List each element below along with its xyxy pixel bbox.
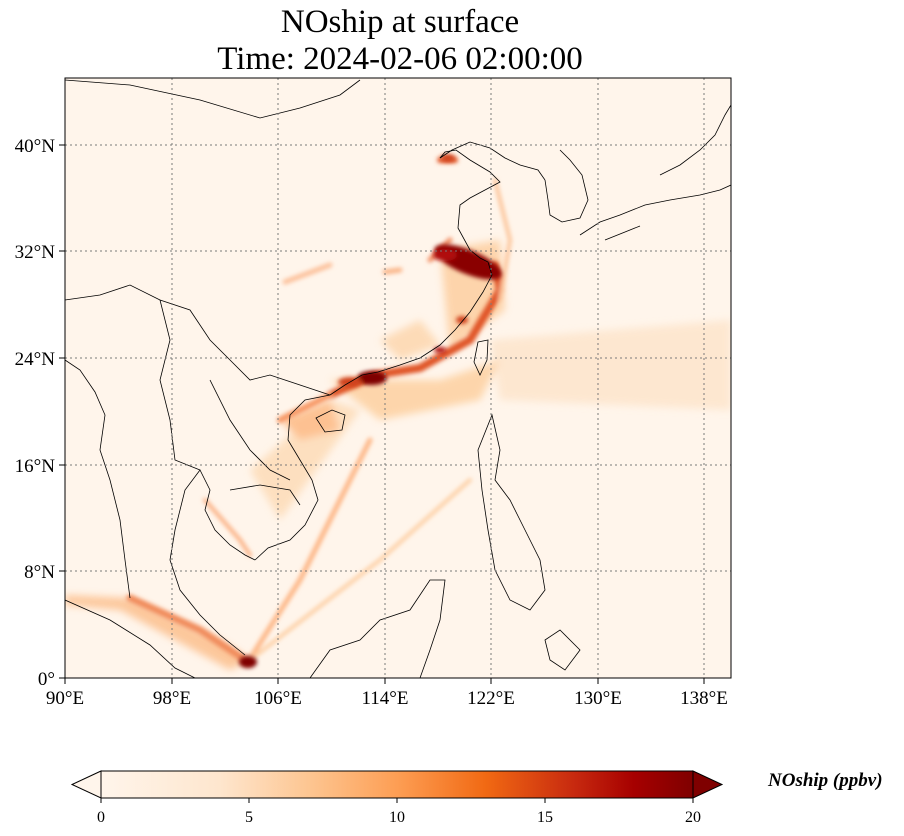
colorbar-tick-label: 5 xyxy=(245,809,253,826)
colorbar: 0 5 10 15 20 xyxy=(70,770,724,826)
lon-tick-label: 106°E xyxy=(254,688,302,709)
lon-tick-label: 130°E xyxy=(574,688,622,709)
lat-tick-label: 32°N xyxy=(15,242,56,263)
lat-tick-label: 16°N xyxy=(15,456,56,477)
concentration-field xyxy=(65,78,731,678)
lat-tick-label: 24°N xyxy=(15,349,56,370)
lon-tick-label: 114°E xyxy=(362,688,409,709)
axis-ticks xyxy=(59,144,705,684)
colorbar-label: NOship (ppbv) xyxy=(768,770,883,791)
colorbar-tick-label: 10 xyxy=(389,809,405,826)
colorbar-extend-max xyxy=(692,770,724,799)
lon-tick-label: 90°E xyxy=(46,688,84,709)
map-frame xyxy=(64,77,732,679)
lat-tick-label: 40°N xyxy=(15,136,56,157)
gridlines xyxy=(65,78,731,678)
lat-tick-label: 8°N xyxy=(24,562,55,583)
lat-tick-label: 0° xyxy=(38,669,55,690)
colorbar-tick-label: 0 xyxy=(97,809,105,826)
colorbar-gradient xyxy=(101,771,693,798)
map-title-time: Time: 2024-02-06 02:00:00 xyxy=(217,41,583,77)
coastlines xyxy=(65,79,731,678)
lon-tick-label: 98°E xyxy=(153,688,191,709)
colorbar-tick-label: 15 xyxy=(537,809,553,826)
colorbar-extend-min xyxy=(70,770,102,799)
lon-tick-label: 138°E xyxy=(680,688,728,709)
colorbar-tick-label: 20 xyxy=(685,809,701,826)
lon-tick-label: 122°E xyxy=(467,688,515,709)
map-title-variable: NOship at surface xyxy=(280,4,520,40)
